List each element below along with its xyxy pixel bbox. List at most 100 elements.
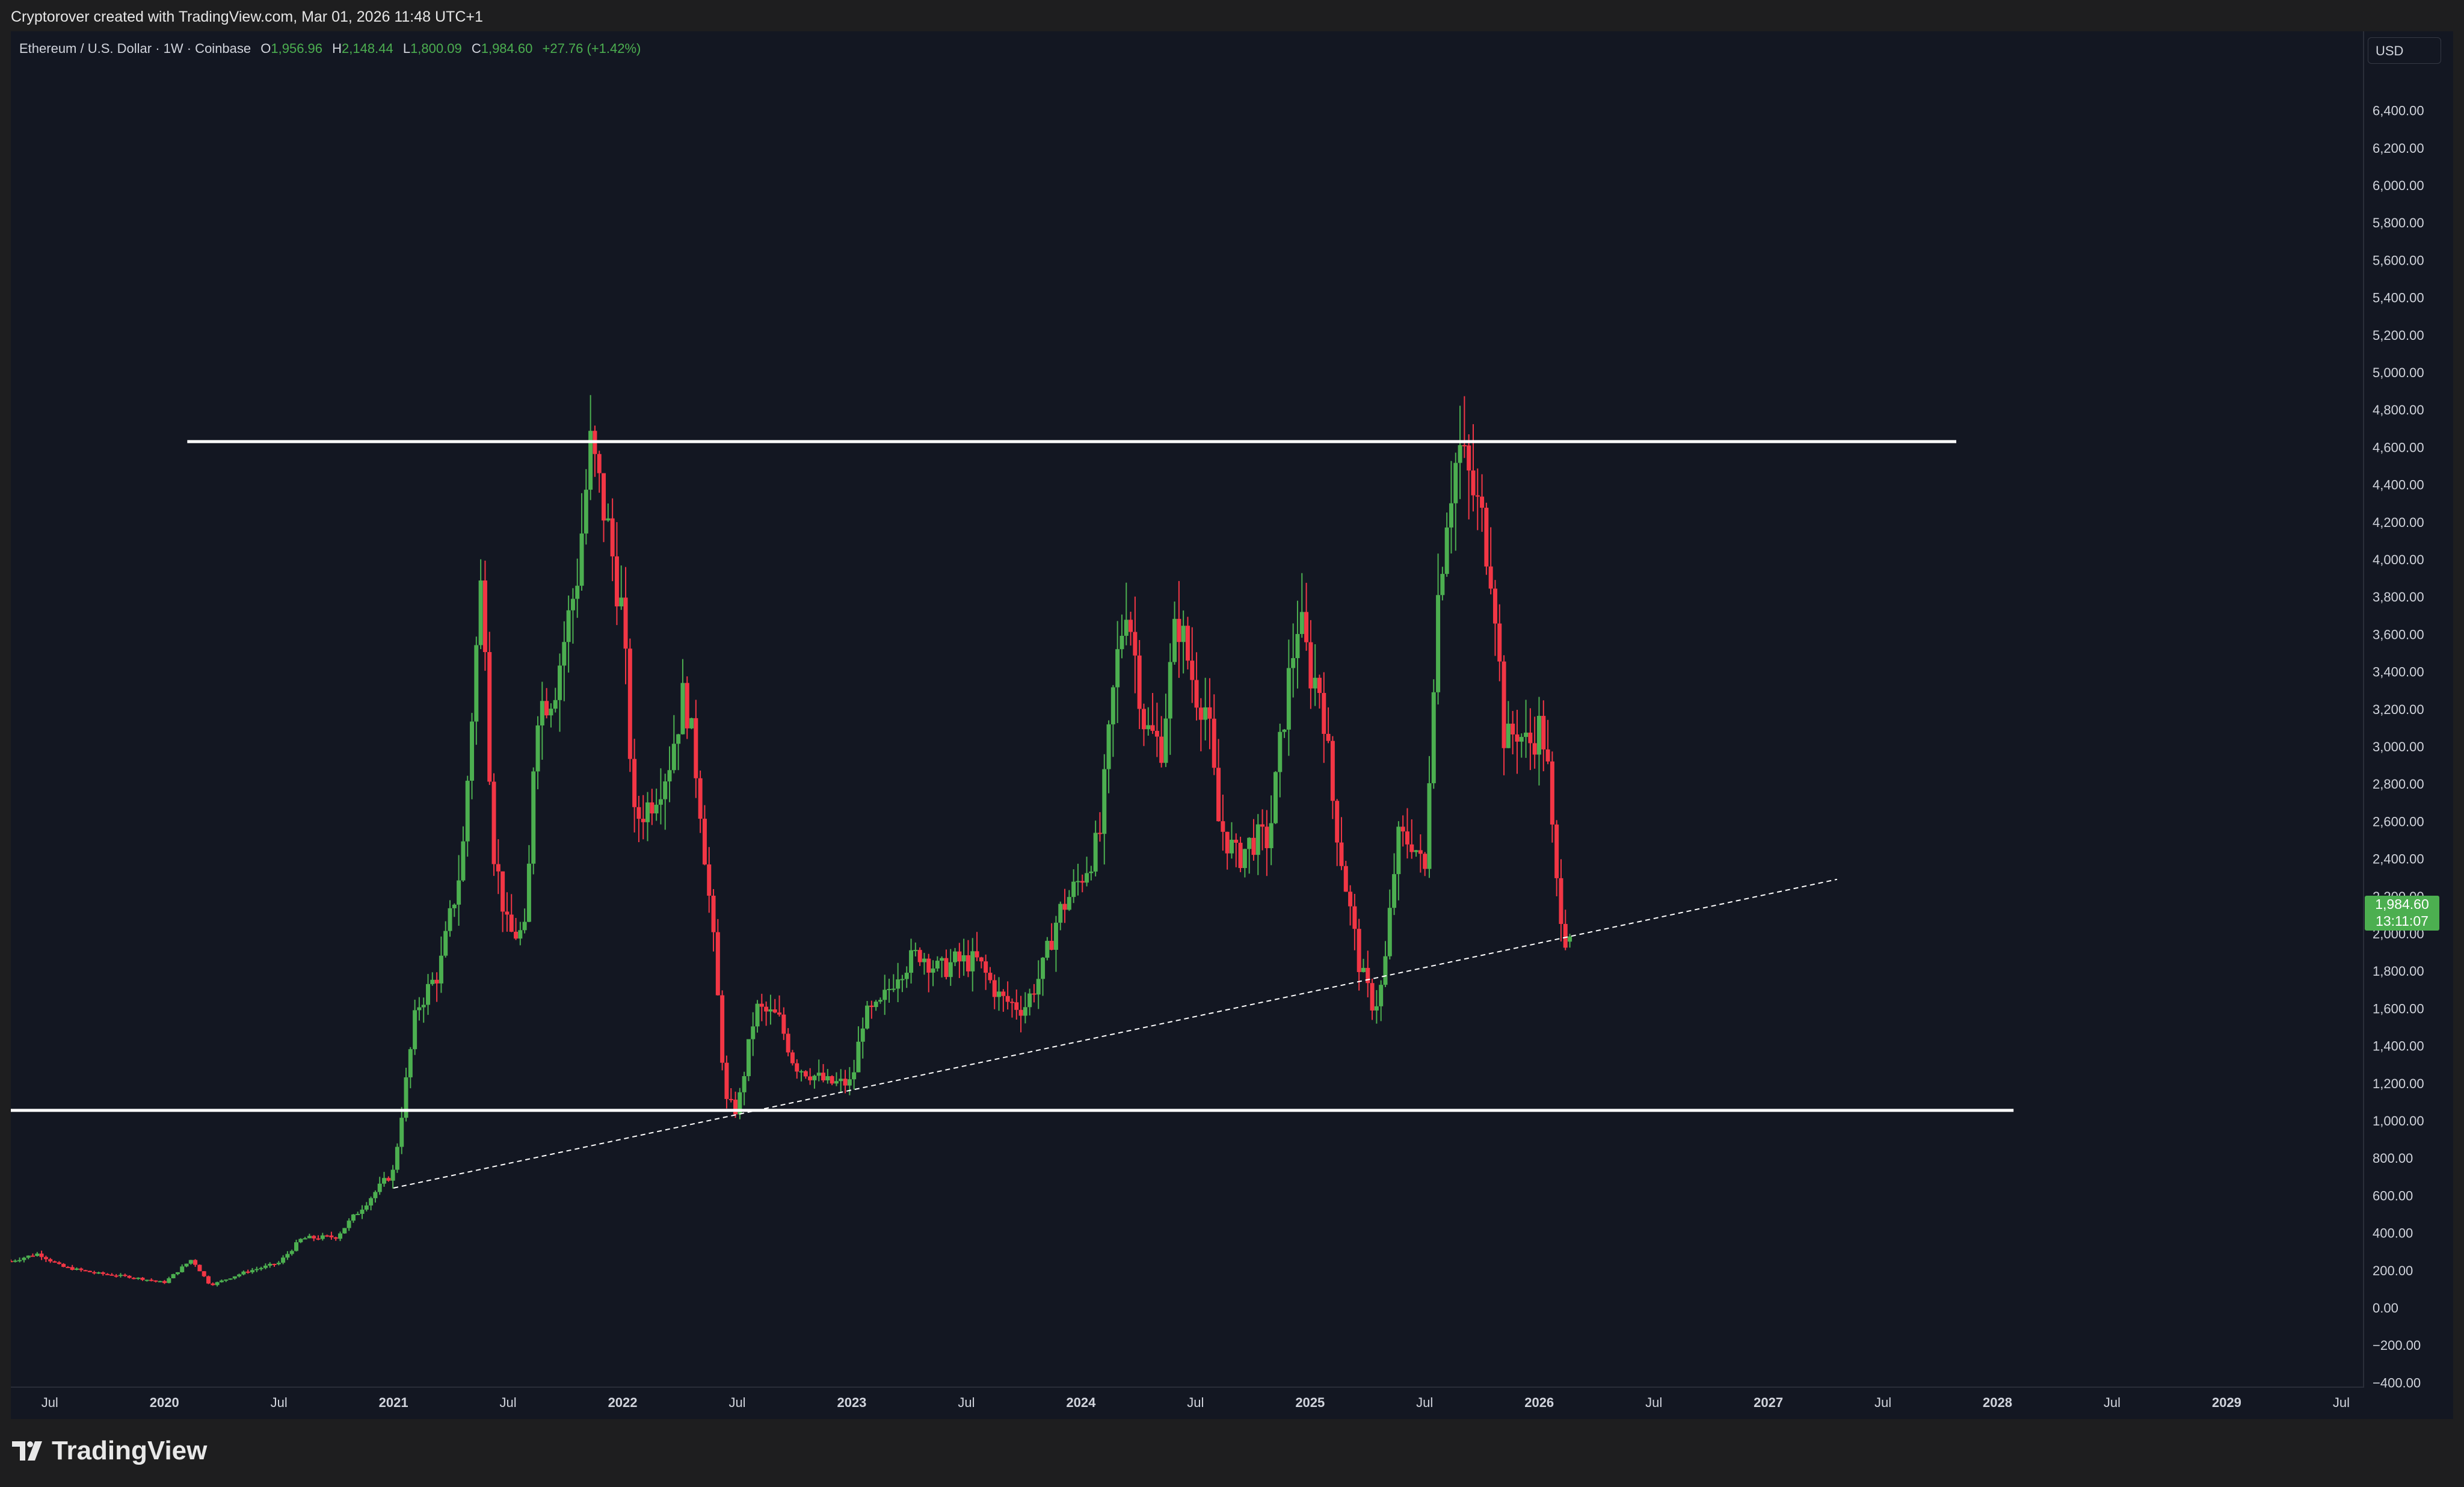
candle-body xyxy=(1106,724,1111,769)
candle-body xyxy=(487,651,492,782)
candle-body xyxy=(443,931,448,956)
candle-body xyxy=(764,1006,769,1012)
candle-body xyxy=(1207,707,1212,719)
price-tick-label: 4,400.00 xyxy=(2373,478,2424,493)
candle-body xyxy=(873,1002,878,1008)
brand-name: TradingView xyxy=(52,1436,208,1465)
candle-body xyxy=(733,1100,738,1115)
bar-countdown: 13:11:07 xyxy=(2376,913,2429,929)
price-tick-label: 2,400.00 xyxy=(2373,852,2424,867)
candle-body xyxy=(245,1271,250,1273)
candle-body xyxy=(329,1235,334,1237)
candle-body xyxy=(685,683,689,728)
time-tick-label: Jul xyxy=(1187,1395,1204,1410)
time-tick-label: 2020 xyxy=(150,1395,179,1410)
time-tick-label: 2024 xyxy=(1066,1395,1096,1410)
candle-body xyxy=(1041,958,1046,979)
candle-body xyxy=(52,1261,57,1263)
candle-body xyxy=(531,771,536,864)
candle-body xyxy=(1255,824,1260,855)
candle-body xyxy=(1568,936,1572,942)
price-axis: −400.00 −200.00 0.00 200.00 400.00 600.00 800.… xyxy=(2373,103,2424,1391)
candle-body xyxy=(1203,707,1208,720)
price-tick-label: 5,400.00 xyxy=(2373,291,2424,306)
candle-body xyxy=(395,1147,399,1170)
candle-body xyxy=(887,989,892,991)
candle-body xyxy=(1159,736,1164,763)
trendline-dashed[interactable] xyxy=(393,878,1838,1189)
candle-body xyxy=(386,1178,391,1181)
candle-body xyxy=(61,1264,66,1267)
time-tick-label: 2025 xyxy=(1295,1395,1325,1410)
candle-body xyxy=(298,1239,303,1243)
candle-body xyxy=(896,979,901,989)
candle-body xyxy=(457,880,461,905)
candle-body xyxy=(228,1278,233,1280)
price-tick-label: 4,800.00 xyxy=(2373,402,2424,417)
candle-body xyxy=(35,1253,40,1256)
open-label: O xyxy=(260,41,271,56)
candle-body xyxy=(839,1079,843,1082)
close-label: C xyxy=(471,41,481,56)
candle-body xyxy=(1462,445,1467,446)
candle-body xyxy=(1405,831,1409,845)
candle-body xyxy=(1260,824,1265,827)
price-tick-label: 5,600.00 xyxy=(2373,253,2424,268)
candle-body xyxy=(1536,716,1541,755)
chart-pane[interactable] xyxy=(11,31,2364,1388)
currency-selector[interactable]: USD xyxy=(2368,37,2441,64)
candle-body xyxy=(526,863,531,922)
candle-body xyxy=(439,955,443,984)
candle-body xyxy=(1146,725,1151,730)
candle-body xyxy=(856,1041,861,1073)
candle-body xyxy=(66,1267,70,1269)
candle-body xyxy=(1458,445,1462,463)
candle-body xyxy=(1488,566,1493,589)
candle-body xyxy=(984,961,988,973)
candle-body xyxy=(1409,844,1414,852)
candle-body xyxy=(232,1276,237,1279)
candle-body xyxy=(268,1264,273,1266)
candle-body xyxy=(79,1268,84,1270)
candle-body xyxy=(465,780,470,842)
candle-body xyxy=(509,914,514,932)
candle-body xyxy=(1133,632,1138,656)
candle-body xyxy=(105,1273,110,1275)
candle-body xyxy=(360,1209,365,1214)
candle-body xyxy=(602,473,606,521)
candle-body xyxy=(658,799,663,805)
candle-body xyxy=(610,518,615,556)
candle-body xyxy=(1453,463,1458,503)
candle-body xyxy=(671,744,676,771)
candle-body xyxy=(272,1264,277,1266)
candle-body xyxy=(211,1283,215,1285)
candle-body xyxy=(303,1238,307,1240)
close-value: 1,984.60 xyxy=(481,41,533,56)
candle-body xyxy=(119,1275,123,1276)
candle-body xyxy=(1177,618,1181,642)
candle-body xyxy=(1431,692,1436,784)
candle-body xyxy=(698,778,703,819)
candle-body xyxy=(219,1280,224,1282)
tradingview-logo-icon xyxy=(12,1439,46,1463)
candle-body xyxy=(1053,922,1058,950)
candle-body xyxy=(1444,527,1449,574)
time-tick-label: 2023 xyxy=(837,1395,866,1410)
candle-body xyxy=(1238,842,1243,869)
candle-body xyxy=(281,1257,286,1263)
candle-body xyxy=(426,984,431,1005)
tradingview-logo[interactable]: TradingView xyxy=(12,1436,207,1466)
candle-body xyxy=(333,1237,338,1239)
candle-body xyxy=(1163,718,1168,763)
candle-body xyxy=(1348,891,1353,907)
price-tick-label: 4,600.00 xyxy=(2373,440,2424,455)
candle-body xyxy=(1251,837,1256,855)
candle-body xyxy=(399,1118,404,1147)
candle-body xyxy=(241,1271,246,1275)
price-chart[interactable]: −400.00 −200.00 0.00 200.00 400.00 600.00 800.… xyxy=(11,31,2453,1419)
candle-body xyxy=(377,1183,382,1192)
candle-body xyxy=(1387,908,1392,956)
candle-body xyxy=(140,1278,145,1280)
candle-body xyxy=(961,955,966,962)
candle-body xyxy=(667,770,672,782)
